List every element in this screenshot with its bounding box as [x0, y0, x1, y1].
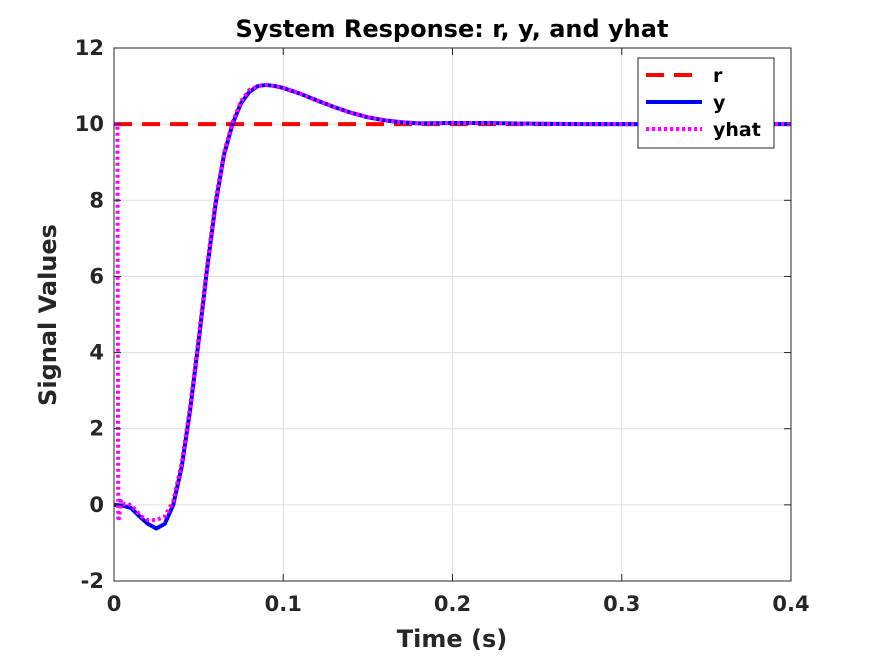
legend-label-r: r [713, 65, 723, 87]
legend-label-yhat: yhat [713, 119, 761, 141]
series-line-yhat [114, 82, 791, 523]
y-tick-label: -2 [81, 569, 104, 593]
x-tick-label: 0.4 [772, 592, 809, 616]
chart-title: System Response: r, y, and yhat [236, 15, 669, 43]
x-axis-title: Time (s) [397, 625, 507, 653]
x-tick-label: 0 [107, 592, 122, 616]
y-tick-label: 8 [89, 188, 104, 212]
x-tick-label: 0.3 [603, 592, 640, 616]
y-tick-label: 0 [89, 493, 104, 517]
y-axis-title: Signal Values [34, 224, 62, 406]
y-tick-label: 4 [89, 341, 104, 365]
y-tick-label: 10 [75, 112, 104, 136]
y-tick-label: 2 [89, 417, 104, 441]
legend-label-y: y [713, 92, 726, 114]
x-tick-label: 0.1 [265, 592, 302, 616]
legend: ry yhat [637, 57, 775, 149]
y-tick-label: 6 [89, 264, 104, 288]
y-tick-label: 12 [75, 36, 104, 60]
x-tick-label: 0.2 [434, 592, 471, 616]
